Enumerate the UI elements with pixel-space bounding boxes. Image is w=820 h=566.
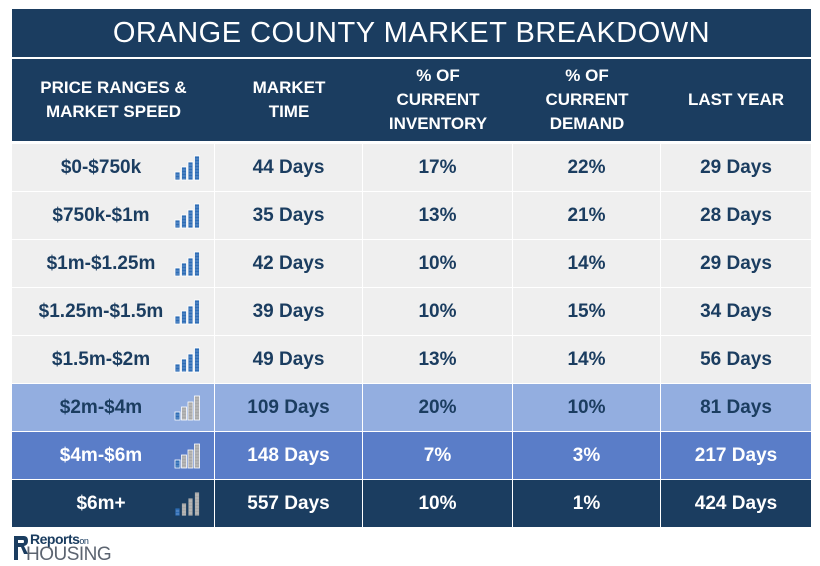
logo-housing-text: HOUSING [26, 544, 112, 565]
demand-cell: 3% [513, 432, 661, 479]
demand-cell: 15% [513, 288, 661, 335]
price-range-label: $6m+ [76, 492, 126, 514]
last-year-cell: 34 Days [661, 288, 811, 335]
last-year-cell: 28 Days [661, 192, 811, 239]
header-price-ranges: PRICE RANGES & MARKET SPEED [12, 59, 215, 141]
demand-cell: 22% [513, 144, 661, 191]
inventory-cell: 10% [363, 480, 513, 527]
table-title-text: ORANGE COUNTY MARKET BREAKDOWN [112, 16, 711, 49]
table-row: $750k-$1m 35 Days 13% 21% 28 Days [12, 192, 811, 240]
market-speed-icon [174, 347, 200, 372]
price-range-cell: $4m-$6m [12, 432, 215, 479]
last-year-cell: 29 Days [661, 144, 811, 191]
logo-on-word: on [79, 536, 89, 546]
market-speed-icon [174, 443, 200, 468]
table-row: $1m-$1.25m 42 Days 10% 14% 29 Days [12, 240, 811, 288]
last-year-cell: 29 Days [661, 240, 811, 287]
header-current-inventory-label: % OF CURRENT INVENTORY [388, 66, 488, 133]
demand-cell: 21% [513, 192, 661, 239]
inventory-cell: 7% [363, 432, 513, 479]
price-range-label: $2m-$4m [59, 396, 143, 418]
market-time-cell: 39 Days [215, 288, 363, 335]
price-range-label: $0-$750k [60, 156, 142, 178]
header-row: PRICE RANGES & MARKET SPEED MARKET TIME … [12, 59, 811, 144]
last-year-cell: 217 Days [661, 432, 811, 479]
price-range-cell: $6m+ [12, 480, 215, 527]
demand-cell: 14% [513, 336, 661, 383]
inventory-cell: 17% [363, 144, 513, 191]
market-time-cell: 42 Days [215, 240, 363, 287]
price-range-label: $750k-$1m [52, 204, 150, 226]
price-range-label: $1m-$1.25m [46, 252, 156, 274]
demand-cell: 1% [513, 480, 661, 527]
market-time-cell: 109 Days [215, 384, 363, 431]
inventory-cell: 10% [363, 288, 513, 335]
logo-reports-word: Reports [30, 531, 80, 547]
table-body: $0-$750k 44 Days 17% 22% 29 Days $750k-$1m 35 … [12, 144, 811, 528]
market-speed-icon [174, 203, 200, 228]
market-breakdown-table: ORANGE COUNTY MARKET BREAKDOWN PRICE RAN… [12, 9, 811, 528]
demand-cell: 14% [513, 240, 661, 287]
last-year-cell: 424 Days [661, 480, 811, 527]
reports-on-housing-logo: Reportson HOUSING [12, 531, 122, 565]
header-price-ranges-label: PRICE RANGES & MARKET SPEED [40, 78, 187, 121]
market-time-cell: 35 Days [215, 192, 363, 239]
table-row: $1.25m-$1.5m 39 Days 10% 15% 34 Days [12, 288, 811, 336]
inventory-cell: 13% [363, 192, 513, 239]
price-range-cell: $750k-$1m [12, 192, 215, 239]
header-market-time: MARKET TIME [215, 59, 363, 141]
price-range-label: $4m-$6m [59, 444, 143, 466]
price-range-label: $1.25m-$1.5m [38, 300, 164, 322]
table-row: $0-$750k 44 Days 17% 22% 29 Days [12, 144, 811, 192]
header-last-year: LAST YEAR [661, 59, 811, 141]
table-row: $4m-$6m 148 Days 7% 3% 217 Days [12, 432, 811, 480]
logo-reports-text: Reportson [30, 531, 89, 547]
market-speed-icon [174, 491, 200, 516]
market-speed-icon [174, 395, 200, 420]
inventory-cell: 10% [363, 240, 513, 287]
price-range-cell: $0-$750k [12, 144, 215, 191]
header-market-time-label: MARKET TIME [252, 78, 326, 121]
header-current-demand-label: % OF CURRENT DEMAND [545, 66, 629, 133]
market-speed-icon [174, 299, 200, 324]
header-current-inventory: % OF CURRENT INVENTORY [363, 59, 513, 141]
price-range-cell: $2m-$4m [12, 384, 215, 431]
table-row: $6m+ 557 Days 10% 1% 424 Days [12, 480, 811, 528]
inventory-cell: 20% [363, 384, 513, 431]
table-row: $2m-$4m 109 Days 20% 10% 81 Days [12, 384, 811, 432]
header-last-year-label: LAST YEAR [687, 90, 785, 109]
market-speed-icon [174, 251, 200, 276]
market-time-cell: 49 Days [215, 336, 363, 383]
demand-cell: 10% [513, 384, 661, 431]
price-range-label: $1.5m-$2m [51, 348, 151, 370]
market-time-cell: 44 Days [215, 144, 363, 191]
inventory-cell: 13% [363, 336, 513, 383]
logo-house-icon [14, 536, 28, 560]
price-range-cell: $1m-$1.25m [12, 240, 215, 287]
table-title: ORANGE COUNTY MARKET BREAKDOWN [12, 9, 811, 59]
price-range-cell: $1.5m-$2m [12, 336, 215, 383]
market-speed-icon [174, 155, 200, 180]
market-time-cell: 148 Days [215, 432, 363, 479]
market-time-cell: 557 Days [215, 480, 363, 527]
header-current-demand: % OF CURRENT DEMAND [513, 59, 661, 141]
last-year-cell: 81 Days [661, 384, 811, 431]
table-row: $1.5m-$2m 49 Days 13% 14% 56 Days [12, 336, 811, 384]
price-range-cell: $1.25m-$1.5m [12, 288, 215, 335]
last-year-cell: 56 Days [661, 336, 811, 383]
